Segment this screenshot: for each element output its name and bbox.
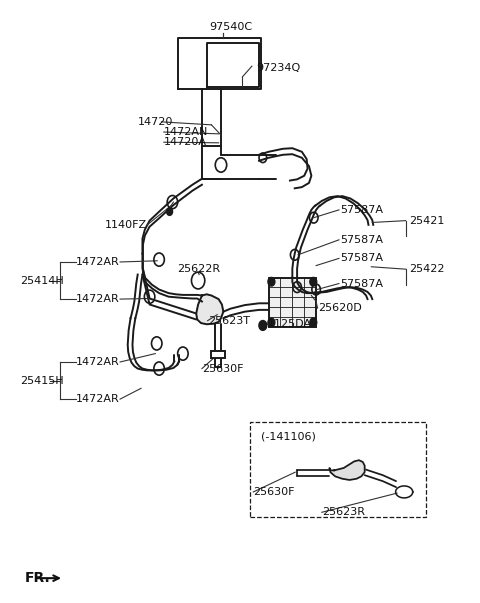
Text: 1140FZ: 1140FZ — [104, 220, 146, 230]
Circle shape — [268, 277, 275, 286]
Text: 14720: 14720 — [138, 117, 173, 127]
Circle shape — [310, 277, 317, 286]
Text: 14720A: 14720A — [164, 137, 207, 147]
Text: 57587A: 57587A — [340, 279, 383, 288]
Bar — [250, 423, 426, 517]
Text: (-141106): (-141106) — [262, 432, 316, 442]
Polygon shape — [329, 460, 365, 480]
Text: 25630F: 25630F — [253, 487, 295, 497]
Text: 57587A: 57587A — [340, 205, 383, 215]
Text: 25620D: 25620D — [319, 303, 362, 313]
Text: 25623R: 25623R — [322, 507, 365, 517]
Text: 57587A: 57587A — [340, 235, 383, 245]
Text: 25630F: 25630F — [202, 364, 243, 374]
Text: 25422: 25422 — [409, 264, 444, 274]
Text: 1472AR: 1472AR — [76, 257, 120, 267]
Text: 25623T: 25623T — [208, 315, 250, 326]
Text: 97540C: 97540C — [209, 22, 252, 32]
Text: 97234Q: 97234Q — [257, 63, 301, 73]
Text: FR.: FR. — [25, 571, 51, 585]
Polygon shape — [196, 294, 223, 324]
Circle shape — [259, 321, 267, 330]
Text: 25622R: 25622R — [177, 264, 220, 274]
Text: 1472AN: 1472AN — [164, 127, 208, 137]
Text: 25414H: 25414H — [20, 276, 64, 286]
Text: 25421: 25421 — [409, 216, 444, 226]
Circle shape — [167, 208, 172, 215]
Circle shape — [268, 318, 275, 327]
Text: 1125DA: 1125DA — [267, 319, 312, 329]
Text: 1472AR: 1472AR — [76, 294, 120, 304]
Text: 57587A: 57587A — [340, 253, 383, 264]
Bar — [212, 351, 225, 358]
Text: 1472AR: 1472AR — [76, 394, 120, 404]
Circle shape — [310, 318, 317, 327]
Text: 25415H: 25415H — [20, 376, 64, 385]
Text: 1472AR: 1472AR — [76, 357, 120, 367]
Bar — [268, 277, 316, 327]
